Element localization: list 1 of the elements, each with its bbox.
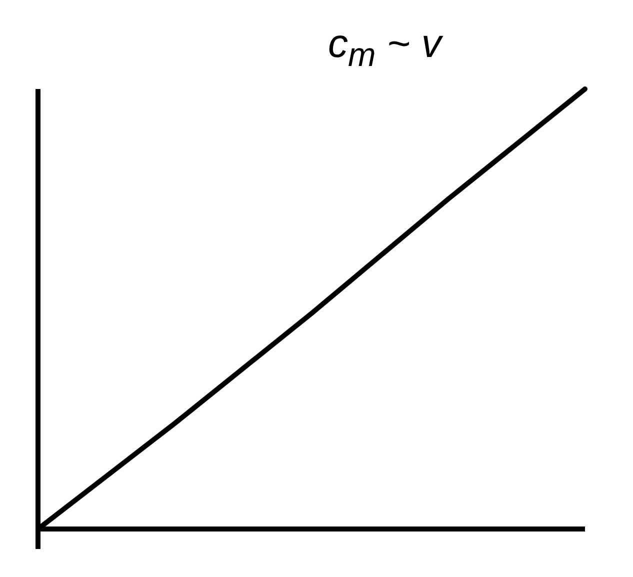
chart-title: c$_{m}$ ~ v [328,22,442,75]
